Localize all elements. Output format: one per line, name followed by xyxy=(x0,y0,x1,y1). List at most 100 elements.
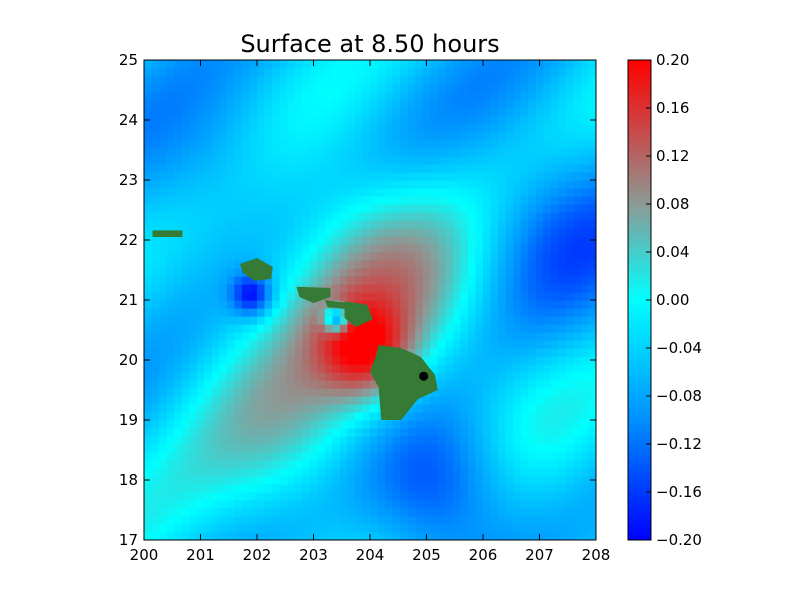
heatmap-cell xyxy=(415,412,424,421)
heatmap-cell xyxy=(159,516,168,525)
heatmap-cell xyxy=(211,204,220,213)
heatmap-cell xyxy=(339,84,348,93)
heatmap-cell xyxy=(528,68,537,77)
heatmap-cell xyxy=(475,460,484,469)
heatmap-cell xyxy=(294,148,303,157)
heatmap-cell xyxy=(317,524,326,533)
heatmap-cell xyxy=(234,388,243,397)
heatmap-cell xyxy=(452,172,461,181)
heatmap-cell xyxy=(528,148,537,157)
heatmap-cell xyxy=(445,116,454,125)
heatmap-cell xyxy=(287,108,296,117)
heatmap-cell xyxy=(211,84,220,93)
heatmap-cell xyxy=(189,444,198,453)
heatmap-cell xyxy=(407,532,416,540)
heatmap-cell xyxy=(565,516,574,525)
heatmap-cell xyxy=(415,348,424,357)
heatmap-cell xyxy=(302,276,311,285)
heatmap-cell xyxy=(580,404,590,413)
heatmap-cell xyxy=(226,508,235,517)
heatmap-cell xyxy=(467,348,477,357)
heatmap-cell xyxy=(204,228,213,237)
heatmap-cell xyxy=(407,460,416,469)
heatmap-cell xyxy=(467,212,477,221)
heatmap-cell xyxy=(430,460,439,469)
heatmap-cell xyxy=(362,468,371,477)
heatmap-cell xyxy=(422,100,431,109)
heatmap-cell xyxy=(166,468,175,477)
heatmap-cell xyxy=(324,332,333,341)
heatmap-cell xyxy=(249,116,258,125)
heatmap-cell xyxy=(294,324,303,333)
heatmap-cell xyxy=(505,508,514,517)
heatmap-cell xyxy=(302,196,311,205)
heatmap-cell xyxy=(302,476,311,485)
heatmap-cell xyxy=(520,468,529,477)
heatmap-cell xyxy=(498,140,507,149)
heatmap-cell xyxy=(460,76,469,85)
heatmap-cell xyxy=(332,220,341,229)
heatmap-cell xyxy=(528,212,537,221)
heatmap-cell xyxy=(452,268,461,277)
heatmap-cell xyxy=(573,92,582,101)
heatmap-cell xyxy=(196,340,205,349)
heatmap-cell xyxy=(324,436,333,445)
heatmap-cell xyxy=(234,332,243,341)
heatmap-cell xyxy=(490,468,499,477)
heatmap-cell xyxy=(520,324,529,333)
heatmap-cell xyxy=(392,60,401,69)
heatmap-cell xyxy=(377,172,386,181)
heatmap-cell xyxy=(234,516,243,525)
heatmap-cell xyxy=(219,308,228,317)
heatmap-cell xyxy=(166,84,175,93)
heatmap-cell xyxy=(550,292,559,301)
heatmap-cell xyxy=(520,460,529,469)
heatmap-cell xyxy=(272,212,281,221)
heatmap-cell xyxy=(452,476,461,485)
heatmap-cell xyxy=(520,164,529,173)
heatmap-cell xyxy=(249,92,258,101)
heatmap-cell xyxy=(339,412,348,421)
heatmap-cell xyxy=(460,196,469,205)
heatmap-cell xyxy=(287,484,296,493)
heatmap-cell xyxy=(445,380,454,389)
heatmap-cell xyxy=(543,468,552,477)
heatmap-cell xyxy=(309,380,318,389)
heatmap-cell xyxy=(543,388,552,397)
heatmap-cell xyxy=(452,236,461,245)
heatmap-cell xyxy=(181,428,190,437)
heatmap-cell xyxy=(272,100,281,109)
heatmap-cell xyxy=(226,204,235,213)
island-kauai xyxy=(240,258,273,281)
heatmap-cell xyxy=(294,92,303,101)
heatmap-cell xyxy=(415,436,424,445)
heatmap-cell xyxy=(204,84,213,93)
heatmap-cell xyxy=(226,324,235,333)
heatmap-cell xyxy=(588,132,596,141)
heatmap-cell xyxy=(324,60,333,69)
heatmap-cell xyxy=(241,100,251,109)
heatmap-cell xyxy=(211,404,220,413)
heatmap-cell xyxy=(317,268,326,277)
heatmap-cell xyxy=(294,68,303,77)
heatmap-cell xyxy=(528,124,537,133)
heatmap-cell xyxy=(347,116,356,125)
heatmap-cell xyxy=(445,516,454,525)
heatmap-cell xyxy=(257,388,266,397)
heatmap-cell xyxy=(151,532,160,540)
heatmap-cell xyxy=(498,300,507,309)
heatmap-cell xyxy=(407,172,416,181)
heatmap-cell xyxy=(324,444,333,453)
heatmap-cell xyxy=(181,212,190,221)
heatmap-cell xyxy=(287,316,296,325)
heatmap-cell xyxy=(558,84,567,93)
heatmap-cell xyxy=(467,204,477,213)
heatmap-cell xyxy=(144,420,153,429)
heatmap-cell xyxy=(452,220,461,229)
heatmap-cell xyxy=(370,92,379,101)
heatmap-cell xyxy=(347,452,356,461)
heatmap-cell xyxy=(445,476,454,485)
heatmap-cell xyxy=(144,316,153,325)
heatmap-cell xyxy=(528,132,537,141)
heatmap-cell xyxy=(226,284,235,293)
